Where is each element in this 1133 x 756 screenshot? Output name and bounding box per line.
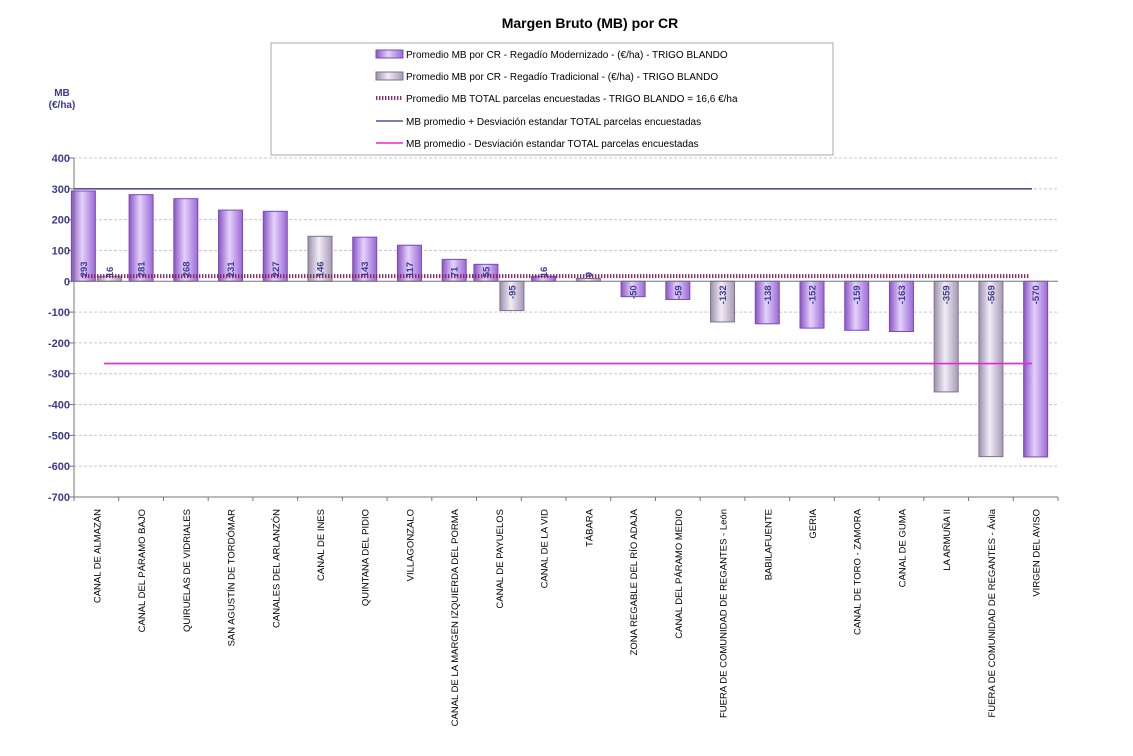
bar-tradicional [978,280,1004,458]
data-label: 9 [584,272,595,277]
y-tick-label: 0 [64,276,70,288]
bar-modernizado [1023,280,1049,458]
y-tick-label: -600 [48,461,70,473]
x-tick-label: FUERA DE COMUNIDAD DE REGANTES - Ávila [987,508,998,717]
data-label: 293 [79,261,90,277]
x-tick-label: CANAL DE LA VID [540,509,551,589]
legend-label: Promedio MB TOTAL parcelas encuestadas -… [406,94,738,105]
data-label: 227 [271,261,282,277]
bar-modernizado [218,209,244,282]
data-label: 16 [539,267,550,278]
legend: Promedio MB por CR - Regadío Modernizado… [270,42,834,156]
x-tick-label: CANALES DEL ARLANZÓN [271,509,282,628]
bar-modernizado [70,190,96,282]
x-tick-label: CANAL DEL PÁRAMO BAJO [137,509,148,632]
y-tick-labels: 400 300 200 100 0 -100 -200 -300 -400 -500 -600 -70… [48,153,70,504]
x-tick-label: TÁBARA [584,508,595,547]
x-tick-label: GERIA [808,508,819,538]
legend-label: Promedio MB por CR - Regadío Modernizado… [406,50,728,61]
data-labels: 293 16 281 268 231 227 146 143 117 71 55 -95 16 9 -50 -… [79,261,1042,305]
x-tick-label: CANAL DE ALMAZÁN [92,509,103,603]
y-tick-label: -200 [48,338,70,350]
bar-modernizado [844,280,870,331]
bars [70,190,1049,458]
y-tick-label: -500 [48,430,70,442]
bar-tradicional [307,235,333,282]
data-label: -50 [629,285,640,299]
x-tick-label: BABILAFUENTE [763,509,774,580]
legend-swatch-tradicional [375,71,404,81]
legend-box [270,42,834,156]
y-axis-label-line1: MB [54,88,70,99]
data-label: 146 [316,261,327,277]
data-label: -570 [1031,285,1042,304]
x-tick-label: VIRGEN DEL AVISO [1032,509,1043,597]
bar-modernizado [128,194,154,282]
y-tick-label: -100 [48,307,70,319]
reference-lines-front [74,188,1032,365]
x-tick-label: CANAL DEL PÁRAMO MEDIO [674,509,685,639]
x-tick-label: CANAL DE GUMA [897,508,908,587]
y-tick-label: 300 [52,184,70,196]
data-label: -163 [897,285,908,304]
data-label: 231 [226,261,237,278]
x-tick-label: ZONA REGABLE DEL RÍO ADAJA [629,508,640,655]
y-tick-label: 200 [52,215,70,227]
y-axis-label-line2: (€/ha) [49,100,76,111]
data-label: -359 [942,285,953,304]
legend-label: Promedio MB por CR - Regadío Tradicional… [406,72,718,83]
y-tick-label: 100 [52,245,70,257]
data-label: -59 [673,285,684,299]
data-label: 71 [450,266,461,277]
x-tick-label: LA ARMUÑA II [942,509,953,571]
x-tick-label: QUINTANA DEL PIDIO [361,509,372,606]
data-label: 143 [360,261,371,277]
data-label: 55 [481,266,492,277]
bar-tradicional [933,280,959,393]
chart-title: Margen Bruto (MB) por CR [502,15,679,31]
y-tick-label: -700 [48,492,70,504]
x-tick-label: SAN AGUSTÍN DE TORDÓMAR [227,509,238,647]
bar-modernizado [754,280,780,325]
data-label: -152 [808,285,819,304]
data-label: -132 [718,285,729,304]
data-label: 281 [137,261,148,278]
x-tick-label: CANAL DE INES [316,509,327,581]
data-label: -95 [507,285,518,299]
x-tick-label: CANAL DE LA MARGEN IZQUIERDA DEL PORMA [450,508,461,726]
legend-swatch-modernizado [375,49,404,59]
bar-modernizado [352,236,378,282]
x-tick-label: VILLAGONZALO [405,509,416,581]
data-label: -138 [763,285,774,304]
data-label: 117 [405,262,416,277]
y-tick-label: -400 [48,400,70,412]
x-tick-label: FUERA DE COMUNIDAD DE REGANTES - León [719,509,730,718]
x-tick-labels: CANAL DE ALMAZÁN CANAL DEL PÁRAMO BAJO QUI… [92,508,1042,726]
x-tick-label: CANAL DE PAYUELOS [495,509,506,609]
data-label: -159 [852,285,863,304]
data-label: 268 [181,261,192,277]
bar-tradicional [710,280,736,323]
x-tick-label: QUIRUELAS DE VIDRIALES [182,509,193,632]
y-tick-label: 400 [52,153,70,165]
axes [73,158,1059,501]
legend-label: MB promedio - Desviación estandar TOTAL … [406,139,699,150]
y-tick-label: -300 [48,369,70,381]
legend-label: MB promedio + Desviación estandar TOTAL … [406,117,701,128]
data-label: 16 [105,267,116,278]
bar-modernizado [262,210,288,282]
data-label: -569 [986,285,997,304]
bar-modernizado [173,198,199,282]
x-tick-label: CANAL DE TORO - ZAMORA [853,508,864,635]
